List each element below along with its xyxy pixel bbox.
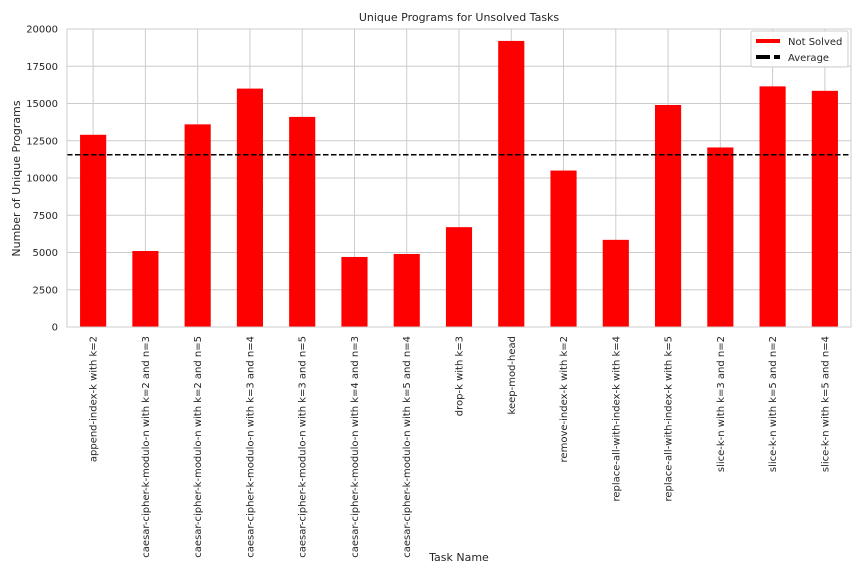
y-tick-label: 10000	[26, 174, 58, 185]
x-tick-label: keep-mod-head	[507, 336, 518, 414]
y-tick-label: 5000	[33, 248, 58, 259]
y-tick-label: 20000	[26, 25, 58, 36]
x-tick-label: drop-k with k=3	[455, 336, 466, 416]
x-tick-label: replace-all-with-index-k with k=4	[611, 336, 622, 502]
bar	[236, 88, 263, 327]
y-tick-label: 7500	[33, 211, 58, 222]
bar	[602, 239, 629, 327]
y-tick-label: 15000	[26, 99, 58, 110]
x-tick-label: caesar-cipher-k-modulo-n with k=4 and n=…	[350, 336, 361, 558]
legend-average-label: Average	[788, 53, 829, 64]
y-tick-label: 2500	[33, 285, 58, 296]
y-tick-label: 0	[52, 323, 58, 334]
bar	[707, 147, 734, 327]
bar	[445, 227, 473, 327]
bar	[80, 134, 107, 327]
bar	[289, 116, 316, 327]
x-tick-label: caesar-cipher-k-modulo-n with k=3 and n=…	[245, 336, 256, 558]
y-axis-label: Number of Unique Programs	[10, 100, 23, 256]
x-tick-label: caesar-cipher-k-modulo-n with k=3 and n=…	[298, 336, 309, 558]
bar	[184, 124, 211, 327]
x-tick-label: remove-index-k with k=2	[559, 336, 570, 462]
legend: Not Solved Average	[750, 30, 849, 68]
bar	[341, 256, 368, 327]
bar	[759, 86, 786, 328]
x-tick-label: caesar-cipher-k-modulo-n with k=5 and n=…	[402, 336, 413, 558]
plot-frame	[66, 28, 852, 328]
bar	[132, 251, 159, 327]
x-tick-label: slice-k-n with k=5 and n=4	[820, 336, 831, 472]
y-tick-label: 12500	[26, 136, 58, 147]
x-tick-label: caesar-cipher-k-modulo-n with k=2 and n=…	[141, 336, 152, 558]
bar	[498, 40, 525, 328]
x-tick-label: caesar-cipher-k-modulo-n with k=2 and n=…	[193, 336, 204, 558]
bar	[655, 104, 682, 328]
x-tick-label: replace-all-with-index-k with k=5	[664, 336, 675, 502]
legend-not-solved-label: Not Solved	[788, 37, 842, 48]
bar	[550, 170, 577, 327]
x-tick-label: slice-k-n with k=5 and n=2	[768, 336, 779, 472]
x-tick-label: append-index-k with k=2	[89, 336, 100, 462]
plot-area: 0 2500 5000 7500 10000 12500 15000 17500 20000 ap…	[26, 25, 852, 558]
y-tick-label: 17500	[26, 62, 58, 73]
bar	[393, 253, 420, 327]
x-tick-label: slice-k-n with k=3 and n=2	[716, 336, 727, 472]
x-axis-label: Task Name	[428, 551, 489, 564]
chart-title: Unique Programs for Unsolved Tasks	[359, 11, 560, 24]
bar	[811, 90, 838, 328]
